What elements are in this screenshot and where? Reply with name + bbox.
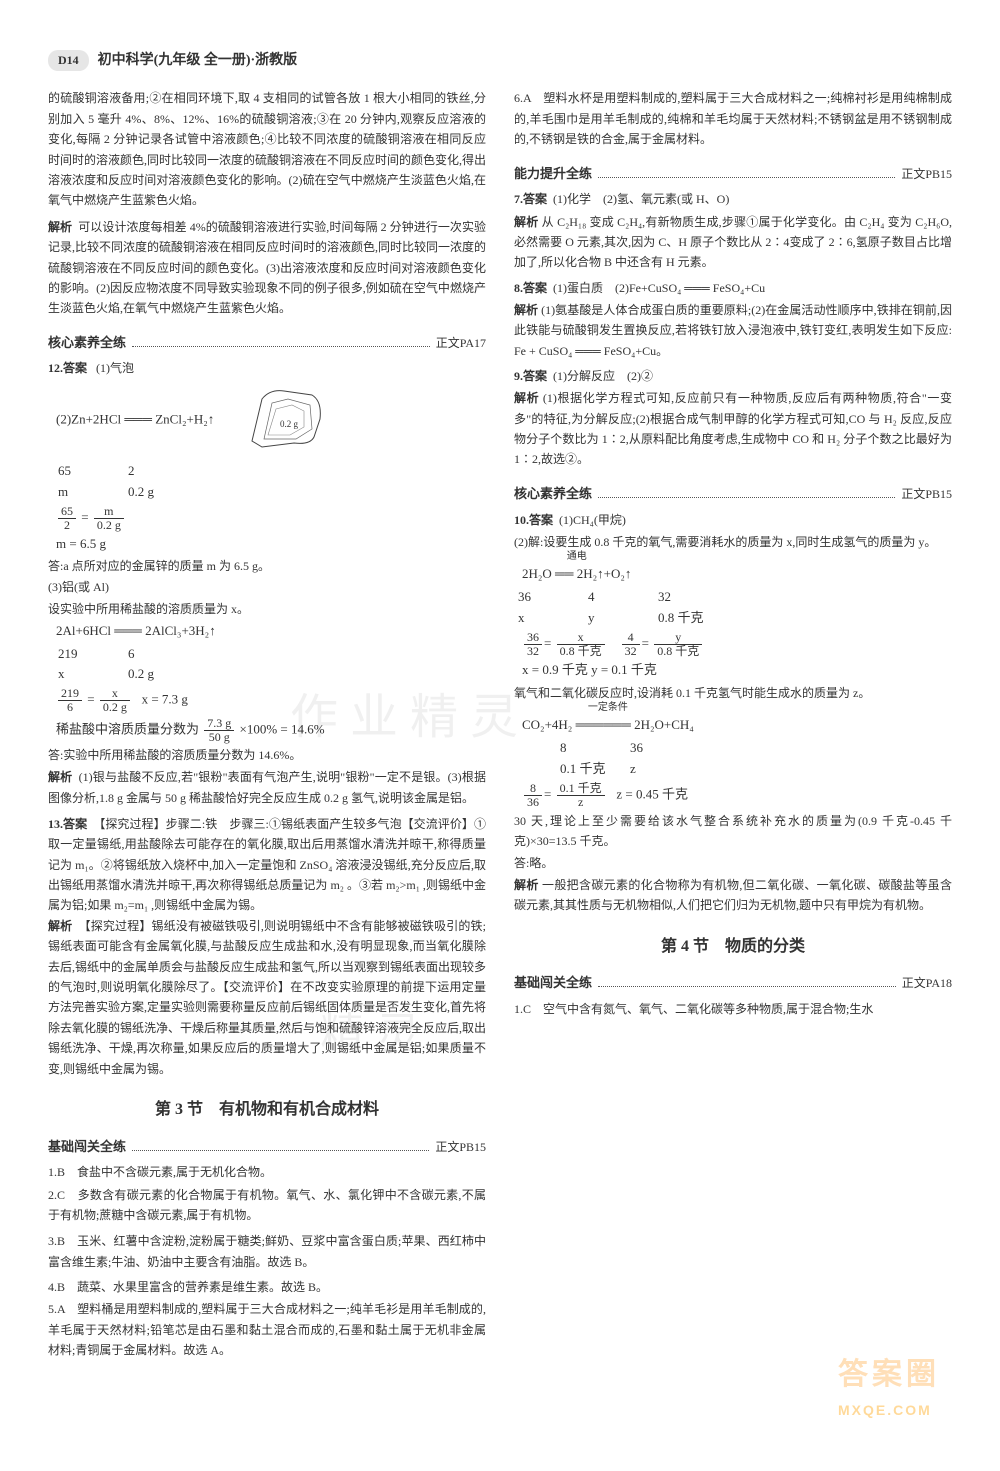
xy-result: x = 0.9 千克 y = 0.1 千克 — [522, 660, 952, 681]
dots-separator — [132, 1149, 429, 1151]
question-8: 8.答案 (1)蛋白质 (2)Fe+CuSO₄ ═══ FeSO₄+Cu 解析 … — [514, 279, 952, 361]
q12-answer-1: (1)气泡 — [96, 361, 134, 375]
eqn-text: (2)Zn+2HCl ═══ ZnCl₂+H₂↑ — [56, 411, 214, 426]
section-core-competency-2: 核心素养全练 正文PB15 — [514, 484, 952, 505]
dots-separator — [132, 345, 430, 347]
section-title: 能力提升全练 — [514, 164, 592, 185]
q13-text: 【探究过程】步骤二:铁 步骤三:①锡纸表面产生较多气泡【交流评价】①取一定量锡纸… — [48, 817, 486, 913]
page-header: D14 初中科学(九年级 全一册)·浙教版 — [48, 50, 952, 72]
q12-answer-3: (3)铝(或 Al) — [48, 578, 486, 597]
dots-separator — [598, 176, 895, 178]
question-9: 9.答案 (1)分解反应 (2)② 解析 (1)根据化学方程式可知,反应前只有一… — [514, 367, 952, 470]
section-ability-up: 能力提升全练 正文PB15 — [514, 164, 952, 185]
page-code-pill: D14 — [48, 50, 89, 71]
question-7: 7.答案 (1)化学 (2)氢、氧元素(或 H、O) 解析 从 C₂H₁₈ 变成… — [514, 190, 952, 272]
intro-paragraph: 的硫酸铜溶液备用;②在相同环境下,取 4 支相同的试管各放 1 根大小相同的铁丝… — [48, 88, 486, 210]
section-ref: 正文PB15 — [435, 1138, 486, 1157]
q12-analysis: 解析 (1)银与盐酸不反应,若"银粉"表面有气泡产生,说明"银粉"一定不是银。(… — [48, 767, 486, 808]
section-subtitle: 基础闯关全练 — [514, 973, 592, 994]
analysis-text: 可以设计浓度每相差 4%的硫酸铜溶液进行实验,时间每隔 2 分钟进行一次实验记录… — [48, 220, 486, 316]
m-result: m = 6.5 g — [56, 534, 486, 555]
methanation-equation: 一定条件CO₂+4H₂ ══════ 2H₂O+CH₄ — [522, 705, 952, 736]
q12-set-x: 设实验中所用稀盐酸的溶质质量为 x。 — [48, 600, 486, 619]
section-ref: 正文PB15 — [901, 485, 952, 504]
mass-table-1: 36432 xy0.8 千克 — [518, 587, 728, 629]
percentage-line: 稀盐酸中溶质质量分数为 7.3 g50 g ×100% = 14.6% — [56, 717, 486, 744]
dots-separator — [598, 496, 895, 498]
s3-q1: 1.B 食盐中不含碳元素,属于无机化合物。 — [48, 1163, 486, 1182]
analysis-label: 解析 — [48, 220, 72, 234]
dots-separator — [598, 985, 896, 987]
s4-q1: 1.C 空气中含有氮气、氧气、二氧化碳等多种物质,属于混合物;生水 — [514, 1000, 952, 1019]
q13-analysis: 解析 【探究过程】锡纸没有被磁铁吸引,则说明锡纸中不含有能够被磁铁吸引的铁;锡纸… — [48, 916, 486, 1079]
section-4-basic: 基础闯关全练 正文PA18 — [514, 973, 952, 994]
book-title: 初中科学(九年级 全一册)·浙教版 — [98, 50, 298, 72]
s3-q3: 3.B 玉米、红薯中含淀粉,淀粉属于糖类;鲜奶、豆浆中富含蛋白质;苹果、西红柿中… — [48, 1231, 486, 1272]
mass-ratio-table-2: 2196 x0.2 g — [58, 644, 198, 686]
q12-answer-a: 答:a 点所对应的金属锌的质量 m 为 6.5 g。 — [48, 557, 486, 576]
mass-table-2: 836 0.1 千克z — [560, 738, 700, 780]
s3-q6: 6.A 塑料水杯是用塑料制成的,塑料属于三大合成材料之一;纯棉衬衫是用纯棉制成的… — [514, 88, 952, 149]
question-13: 13.答案 【探究过程】步骤二:铁 步骤三:①锡纸表面产生较多气泡【交流评价】①… — [48, 814, 486, 1079]
question-10: 10.答案 (1)CH₄(甲烷) (2)解:设要生成 0.8 千克的氧气,需要消… — [514, 511, 952, 916]
mass-ratio-table: 652 m0.2 g — [58, 461, 198, 503]
page: D14 初中科学(九年级 全一册)·浙教版 作业精灵 精灵 答案圈 MXQE.C… — [0, 0, 1000, 1471]
proportion-row: 3632= x0.8 千克 432= y0.8 千克 — [522, 631, 952, 658]
section-ref: 正文PB15 — [901, 165, 952, 184]
scrap-illustration: 0.2 g — [242, 381, 332, 460]
section-3-title: 第 3 节 有机物和有机合成材料 — [48, 1097, 486, 1123]
electrolysis-equation: 通电2H₂O ══ 2H₂↑+O₂↑ — [522, 554, 952, 585]
proportion-equation: 652 = m0.2 g — [56, 505, 486, 532]
content-columns: 的硫酸铜溶液备用;②在相同环境下,取 4 支相同的试管各放 1 根大小相同的铁丝… — [48, 88, 952, 1408]
s3-q2: 2.C 多数含有碳元素的化合物属于有机物。氧气、水、氯化钾中不含碳元素,不属于有… — [48, 1185, 486, 1226]
q12-final-answer: 答:实验中所用稀盐酸的溶质质量分数为 14.6%。 — [48, 746, 486, 765]
section-title: 核心素养全练 — [514, 484, 592, 505]
proportion-equation-2: 2196 = x0.2 g x = 7.3 g — [56, 687, 486, 714]
section-ref: 正文PA18 — [902, 974, 952, 993]
svg-text:0.2 g: 0.2 g — [280, 419, 299, 429]
section-subtitle: 基础闯关全练 — [48, 1137, 126, 1158]
q13-label: 13.答案 — [48, 817, 87, 831]
chem-equation-2: 2Al+6HCl ═══ 2AlCl₃+3H₂↑ — [56, 621, 486, 642]
section-title: 核心素养全练 — [48, 333, 126, 354]
q12-label: 12.答案 — [48, 361, 87, 375]
s3-q4: 4.B 蔬菜、水果里富含的营养素是维生素。故选 B。 — [48, 1278, 486, 1297]
chem-equation: (2)Zn+2HCl ═══ ZnCl₂+H₂↑ 0.2 g — [56, 381, 486, 460]
s3-q5: 5.A 塑料桶是用塑料制成的,塑料属于三大合成材料之一;纯羊毛衫是用羊毛制成的,… — [48, 1299, 486, 1360]
analysis-paragraph: 解析 可以设计浓度每相差 4%的硫酸铜溶液进行实验,时间每隔 2 分钟进行一次实… — [48, 217, 486, 319]
z-proportion: 836= 0.1 千克z z = 0.45 千克 — [522, 782, 952, 809]
section-basic-practice: 基础闯关全练 正文PB15 — [48, 1137, 486, 1158]
section-4-title: 第 4 节 物质的分类 — [514, 934, 952, 960]
section-core-competency: 核心素养全练 正文PA17 — [48, 333, 486, 354]
section-ref: 正文PA17 — [436, 334, 486, 353]
question-12: 12.答案 (1)气泡 (2)Zn+2HCl ═══ ZnCl₂+H₂↑ 0.2… — [48, 359, 486, 807]
